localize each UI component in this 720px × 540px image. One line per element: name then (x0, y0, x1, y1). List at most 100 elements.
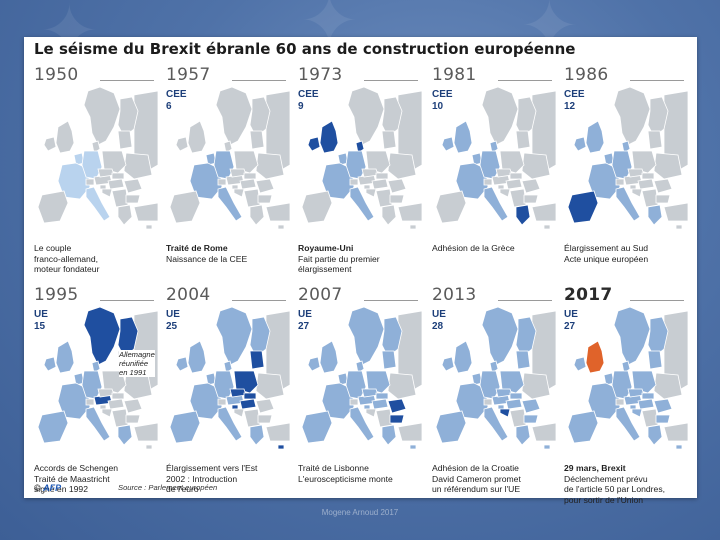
country-scand (83, 306, 121, 366)
year-header: 1957 (166, 65, 290, 87)
country-bulgaria (655, 194, 671, 204)
country-uk (585, 340, 605, 374)
country-ukraine (255, 372, 285, 400)
copyright-symbol: © (34, 483, 41, 493)
country-denmark (91, 140, 101, 154)
country-ukraine (653, 372, 683, 400)
year-label: 1995 (34, 285, 79, 305)
country-hungary (371, 398, 389, 410)
country-czech (627, 388, 645, 398)
country-bulgaria (389, 414, 405, 424)
year-label: 2017 (564, 285, 613, 305)
afp-logo-text: AFP (43, 483, 62, 493)
year-label: 2013 (432, 285, 477, 305)
country-baltics (117, 130, 133, 150)
country-ireland (307, 356, 321, 372)
member-count: CEE 12 (564, 89, 585, 113)
country-germany (611, 370, 633, 400)
country-scand (613, 306, 651, 366)
europe-map (432, 85, 556, 237)
member-count-value: 28 (432, 321, 444, 332)
infographic-title: Le séisme du Brexit ébranle 60 ans de co… (34, 40, 576, 58)
europe-map-svg (301, 86, 422, 230)
year-label: 2004 (166, 285, 211, 305)
country-slovakia (641, 392, 655, 400)
country-balkans (641, 408, 659, 428)
country-slovenia (231, 404, 239, 410)
country-scand (347, 306, 385, 366)
caption-line: David Cameron promet (432, 473, 521, 484)
country-ireland (441, 356, 455, 372)
timeline-panel: 2017 UE 27 29 mars, Brexit Déclenchement pré… (564, 285, 688, 505)
country-slovakia (375, 172, 389, 180)
annotation-line: réunifiée (119, 359, 149, 368)
panel-caption: Élargissement vers l'Est 2002 : Introduct… (166, 463, 290, 495)
country-hungary (107, 178, 125, 190)
country-croatia (631, 408, 643, 418)
country-iberia (567, 410, 599, 444)
country-slovakia (111, 392, 125, 400)
country-greece (647, 424, 663, 446)
member-count-value: 27 (298, 321, 310, 332)
panel-caption: Accords de Schengen Traité de Maastricht s… (34, 463, 158, 495)
europe-map (564, 85, 688, 237)
country-greece (515, 424, 531, 446)
country-greece (381, 204, 397, 226)
country-ireland (43, 356, 57, 372)
caption-line: Naissance de la CEE (166, 253, 248, 264)
country-bulgaria (523, 194, 539, 204)
country-cyprus (145, 444, 153, 450)
member-count-label: UE (298, 309, 312, 320)
country-slovenia (629, 404, 637, 410)
year-divider (232, 80, 286, 81)
country-slovenia (231, 184, 239, 190)
europe-map (34, 305, 158, 457)
country-france (455, 162, 489, 200)
caption-line: Déclenchement prévu (564, 473, 648, 484)
country-croatia (365, 408, 377, 418)
country-baltics (647, 350, 663, 370)
country-turkey (397, 422, 422, 442)
country-ireland (175, 356, 189, 372)
caption-line: moteur fondateur (34, 264, 100, 275)
year-divider (630, 80, 684, 81)
member-count: UE 15 (34, 309, 48, 333)
country-ireland (175, 136, 189, 152)
country-poland (365, 370, 391, 394)
country-germany (213, 150, 235, 180)
year-header: 2004 (166, 285, 290, 307)
country-denmark (621, 140, 631, 154)
country-france (587, 382, 621, 420)
caption-line: L'euroscepticisme monte (298, 473, 393, 484)
caption-line: pour sortir de l'Union (564, 494, 644, 505)
country-cyprus (409, 224, 417, 230)
country-balkans (641, 188, 659, 208)
europe-map-svg (169, 86, 290, 230)
country-cyprus (277, 444, 285, 450)
country-croatia (101, 408, 113, 418)
caption-line: Traité de Maastricht (34, 473, 110, 484)
country-ukraine (521, 372, 551, 400)
country-italy (349, 186, 375, 222)
caption-line: Royaume-Uni (298, 243, 354, 253)
country-swiss (217, 178, 227, 186)
country-italy (615, 186, 641, 222)
caption-line: Fait partie du premier (298, 253, 380, 264)
country-denmark (489, 140, 499, 154)
country-swiss (615, 178, 625, 186)
country-poland (499, 150, 525, 174)
country-swiss (483, 178, 493, 186)
country-swiss (483, 398, 493, 406)
year-label: 1981 (432, 65, 477, 85)
country-ireland (307, 136, 321, 152)
country-greece (381, 424, 397, 446)
country-poland (631, 150, 657, 174)
panel-caption: Traité de Rome Naissance de la CEE (166, 243, 290, 264)
country-turkey (133, 422, 158, 442)
country-slovenia (363, 184, 371, 190)
country-germany (81, 150, 103, 180)
caption-line: un référendum sur l'UE (432, 484, 521, 495)
country-iberia (169, 410, 201, 444)
country-baltics (515, 130, 531, 150)
country-france (189, 162, 223, 200)
